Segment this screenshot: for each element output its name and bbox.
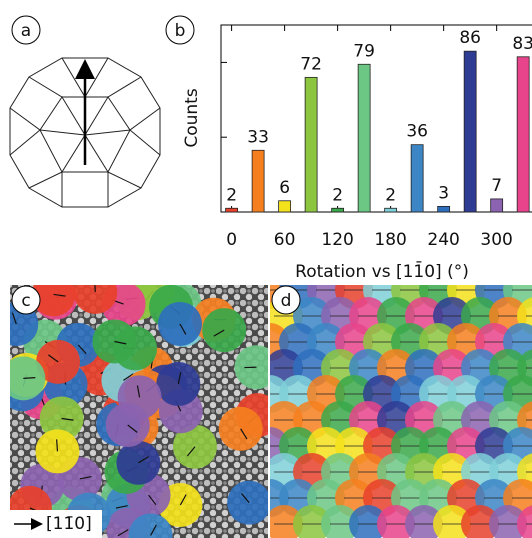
bar [357, 63, 371, 213]
orientation-arrow [179, 323, 187, 335]
orientation-arrow [150, 524, 157, 536]
orientation-arrow [11, 312, 17, 325]
orientation-arrow [123, 373, 134, 381]
value-label: 86 [459, 28, 481, 48]
orientation-arrow [115, 505, 128, 509]
orientation-arrow [179, 494, 187, 506]
panel-label: c [11, 285, 41, 315]
value-label: 7 [491, 176, 502, 196]
bar [384, 207, 398, 213]
orientation-arrow [53, 293, 66, 297]
value-label: 36 [406, 122, 428, 142]
domain-disc [293, 505, 331, 538]
value-label: 3 [438, 183, 449, 203]
bar [516, 56, 530, 213]
domain-disc [405, 505, 443, 538]
x-tick-label: 0 [226, 230, 237, 250]
x-axis-label: Rotation vs [11̄0] (°) [295, 260, 469, 282]
bar [463, 50, 477, 213]
orientation-arrow [94, 285, 96, 292]
orientation-arrow [136, 385, 141, 398]
bar [490, 198, 504, 213]
x-tick-label: 180 [374, 230, 406, 250]
panel-label-text: a [21, 21, 31, 41]
x-tick-label: 120 [321, 230, 353, 250]
plot-frame [220, 24, 532, 213]
domain-disc [517, 505, 532, 538]
orientation-arrow [148, 494, 157, 506]
domain-disc [227, 480, 268, 525]
bar [304, 76, 318, 213]
direction-label: [11̄0] [46, 514, 92, 534]
orientation-arrow [186, 446, 196, 457]
domain-disc [349, 505, 387, 538]
domain-disc [377, 505, 415, 538]
domain-disc [461, 505, 499, 538]
value-label: 33 [247, 127, 269, 147]
domain-disc [433, 505, 471, 538]
orientation-arrow [56, 439, 59, 452]
panel-label: b [165, 15, 195, 45]
orientation-arrow [240, 428, 248, 440]
bar [225, 207, 239, 213]
domain-disc [489, 505, 527, 538]
bar [410, 144, 424, 213]
bar [278, 200, 292, 213]
value-label: 72 [300, 54, 322, 74]
bar [437, 205, 451, 213]
value-label: 83 [512, 34, 532, 54]
orientation-arrow [127, 424, 138, 433]
orientation-arrow [138, 456, 149, 464]
orientation-arrow [77, 344, 87, 355]
orientation-arrow [61, 417, 74, 421]
domain-disc [321, 505, 359, 538]
domain-disc [128, 513, 173, 538]
value-label: 79 [353, 41, 375, 61]
panel-label-text: b [175, 21, 186, 41]
overlay-d [270, 285, 532, 538]
y-axis-label: Counts [182, 88, 202, 147]
domain-disc [31, 285, 76, 317]
bar [251, 149, 265, 213]
value-label: 2 [385, 185, 396, 205]
x-tick-label: 300 [480, 230, 512, 250]
value-label: 2 [226, 185, 237, 205]
x-tick-label: 60 [274, 230, 296, 250]
orientation-arrow [241, 493, 250, 504]
panel-label-text: d [281, 291, 292, 311]
orientation-arrow [213, 329, 225, 337]
overlay-c [10, 285, 268, 538]
orientation-arrow [48, 354, 59, 363]
value-label: 6 [279, 178, 290, 198]
orientation-arrow [23, 377, 36, 379]
orientation-arrow [79, 475, 92, 480]
panel-label: d [271, 285, 301, 315]
panel-label: a [11, 15, 41, 45]
x-tick-label: 240 [427, 230, 459, 250]
bar [331, 207, 345, 213]
value-label: 2 [332, 185, 343, 205]
orientation-arrow [117, 529, 129, 537]
orientation-arrow [114, 340, 127, 345]
orientation-arrow [177, 372, 182, 385]
panel-label-text: c [21, 291, 30, 311]
domain-disc [73, 285, 118, 314]
